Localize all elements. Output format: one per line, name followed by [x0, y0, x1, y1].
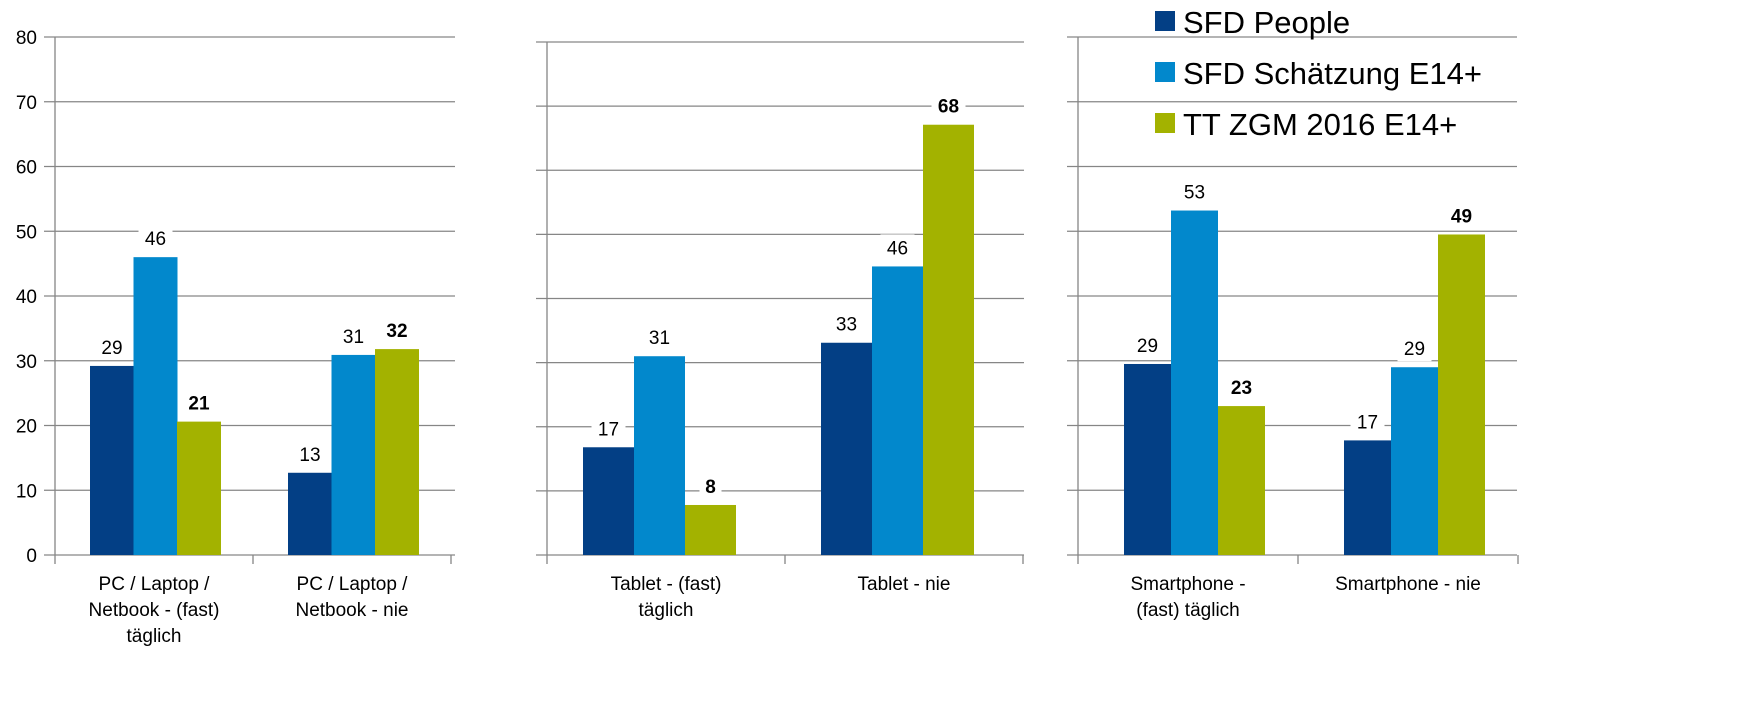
bar — [685, 504, 736, 555]
bar — [1344, 440, 1391, 555]
data-label: 46 — [887, 238, 908, 259]
y-tick-label: 40 — [16, 287, 37, 308]
y-tick-label: 10 — [16, 481, 37, 502]
bar — [288, 472, 332, 555]
category-label: Netbook - nie — [295, 600, 408, 621]
legend-label: SFD Schätzung E14+ — [1183, 56, 1482, 91]
data-label-bg — [1397, 335, 1432, 362]
legend-swatch — [1155, 62, 1175, 82]
bar — [1391, 367, 1438, 555]
data-label: 32 — [386, 321, 407, 342]
data-label-bg — [1130, 331, 1165, 358]
data-label-bg — [95, 333, 129, 360]
data-label: 31 — [343, 327, 364, 348]
y-tick-label: 50 — [16, 222, 37, 243]
data-label: 17 — [598, 419, 619, 440]
data-label-bg — [829, 310, 864, 337]
category-label: Tablet - (fast) — [611, 574, 722, 595]
bar — [1218, 406, 1265, 555]
data-label: 33 — [836, 315, 857, 336]
bar — [90, 365, 134, 555]
category-label: Smartphone - — [1130, 574, 1245, 595]
data-label: 23 — [1231, 378, 1252, 399]
bar — [375, 349, 419, 555]
data-label-bg — [380, 317, 414, 344]
data-label-bg — [699, 472, 722, 499]
data-label: 46 — [145, 229, 166, 250]
category-label: Netbook - (fast) — [89, 600, 220, 621]
bar — [872, 266, 923, 555]
data-label-bg — [931, 92, 966, 119]
data-label: 21 — [188, 394, 210, 415]
category-label: Smartphone - nie — [1335, 574, 1481, 595]
legend-swatch — [1155, 113, 1175, 133]
bar — [133, 257, 178, 555]
legend-swatch — [1155, 11, 1175, 31]
data-label-bg — [1350, 408, 1385, 435]
bar — [1171, 210, 1218, 555]
y-tick-label: 80 — [16, 28, 37, 49]
data-label: 17 — [1357, 412, 1378, 433]
y-tick-label: 0 — [26, 546, 37, 567]
data-label-bg — [642, 324, 677, 351]
legend-label: SFD People — [1183, 5, 1350, 40]
data-label-bg — [1177, 178, 1212, 205]
data-label: 29 — [1404, 339, 1425, 360]
category-label: täglich — [639, 600, 694, 621]
data-label: 29 — [1137, 336, 1158, 357]
data-label-bg — [880, 234, 915, 261]
data-label-bg — [182, 389, 216, 416]
category-label: PC / Laptop / — [297, 574, 409, 595]
data-label: 53 — [1184, 183, 1205, 204]
legend-label: TT ZGM 2016 E14+ — [1183, 107, 1457, 142]
y-tick-label: 60 — [16, 158, 37, 179]
data-label-bg — [293, 440, 327, 467]
y-tick-label: 70 — [16, 93, 37, 114]
bar — [331, 354, 376, 555]
bar — [923, 124, 974, 555]
data-label-bg — [336, 322, 371, 349]
category-label: (fast) täglich — [1136, 600, 1239, 621]
data-label-bg — [138, 225, 173, 252]
category-label: Tablet - nie — [858, 574, 951, 595]
data-label: 49 — [1451, 206, 1472, 227]
data-label: 13 — [299, 445, 320, 466]
data-label: 29 — [101, 338, 122, 359]
data-label: 68 — [938, 97, 959, 118]
bar — [177, 421, 221, 555]
bar — [1438, 234, 1485, 556]
category-label: täglich — [127, 626, 182, 647]
bar — [634, 356, 685, 555]
data-label-bg — [1444, 202, 1479, 229]
data-label-bg — [1224, 374, 1259, 401]
data-label-bg — [591, 415, 626, 442]
data-label: 31 — [649, 328, 670, 349]
bar — [583, 447, 634, 555]
bar — [1124, 363, 1171, 555]
y-tick-label: 30 — [16, 352, 37, 373]
data-label: 8 — [705, 477, 716, 498]
category-label: PC / Laptop / — [99, 574, 211, 595]
y-tick-label: 20 — [16, 417, 37, 438]
bar — [821, 342, 872, 555]
